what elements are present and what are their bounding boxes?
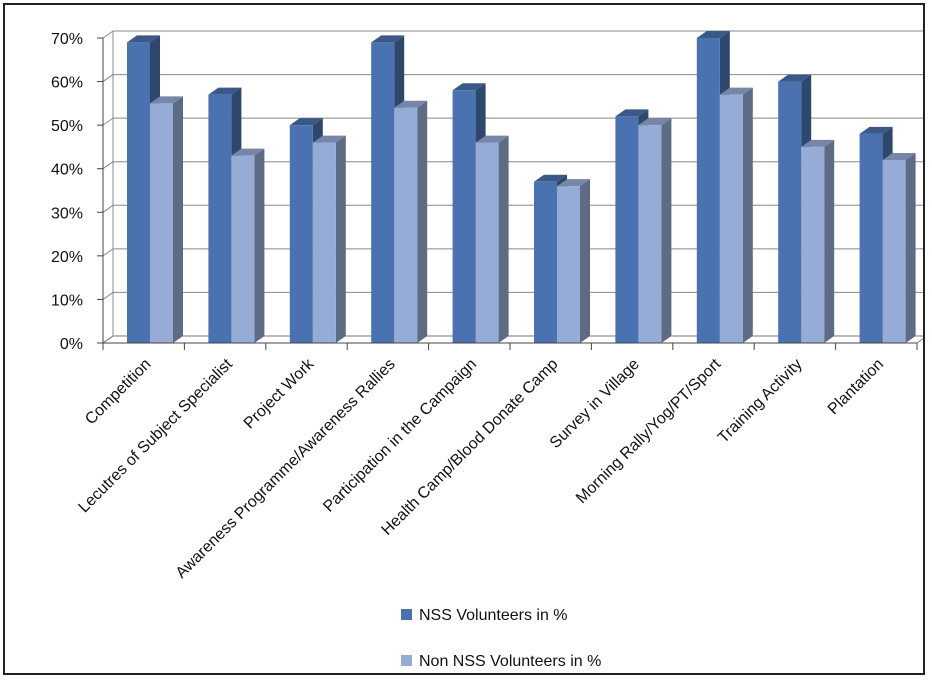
bar-top — [452, 83, 486, 91]
bar-top — [231, 148, 265, 156]
bar-non-nss-2 — [312, 135, 346, 343]
gridline-depth — [102, 204, 114, 213]
bar-top — [312, 135, 346, 143]
bar-side — [173, 96, 183, 343]
gridline-depth — [102, 292, 114, 300]
bar-front — [208, 94, 232, 344]
bar-side — [905, 153, 916, 343]
y-tick-label: 30% — [51, 205, 83, 222]
bar-front — [394, 107, 418, 343]
bar-front — [615, 116, 639, 343]
bar-top — [289, 118, 323, 126]
gridline-depth — [102, 30, 114, 39]
x-category-label: Training Activity — [715, 356, 806, 447]
bar-non-nss-7 — [719, 87, 753, 344]
bar-top — [638, 118, 672, 126]
bar-side — [417, 100, 428, 343]
bar-top — [801, 139, 835, 147]
bar-non-nss-1 — [231, 148, 265, 343]
bar-front — [452, 90, 476, 344]
y-tick-label: 10% — [51, 292, 83, 309]
bar-top — [475, 135, 509, 143]
bar-front — [801, 146, 825, 343]
gridline-depth — [102, 117, 114, 126]
bar-chart: 0% 10% 20% 30% 40% 50% 60% 70% CompetitionLecut… — [51, 30, 923, 670]
legend-label-nss: NSS Volunteers in % — [419, 607, 568, 624]
bar-front — [696, 38, 720, 343]
y-tick-label: 20% — [51, 249, 83, 266]
bar-top — [127, 35, 160, 43]
bar-side — [498, 135, 509, 343]
bar-non-nss-6 — [638, 118, 672, 344]
bar-front — [557, 186, 580, 343]
y-tick-label: 0% — [60, 336, 83, 353]
bar-non-nss-8 — [801, 139, 835, 343]
bar-side — [824, 139, 835, 343]
chart-frame: 0% 10% 20% 30% 40% 50% 60% 70% Competition Lecut… — [3, 3, 925, 675]
bar-side — [742, 87, 753, 344]
bar-top — [615, 109, 649, 117]
y-axis: 0% 10% 20% 30% 40% 50% 60% 70% — [51, 31, 104, 353]
bar-front — [778, 81, 802, 344]
bar-top — [882, 153, 916, 160]
x-category-label: Project Work — [241, 355, 318, 432]
bar-front — [371, 42, 395, 343]
bar-top — [371, 35, 405, 43]
x-category-label: Survey in Village — [547, 356, 643, 452]
bar-non-nss-4 — [475, 135, 509, 343]
bar-non-nss-9 — [882, 153, 916, 343]
bar-front — [859, 133, 883, 343]
bar-front — [312, 142, 336, 343]
y-tick-label: 70% — [51, 31, 83, 48]
bar-front — [289, 125, 313, 344]
bar-front — [150, 103, 173, 343]
bar-front — [127, 42, 150, 343]
x-category-label: Health Camp/Blood Donate Camp — [378, 356, 561, 539]
bar-top — [719, 87, 753, 95]
gridline-depth — [102, 248, 114, 257]
bars — [127, 31, 916, 344]
bar-front — [534, 181, 557, 343]
bar-non-nss-5 — [557, 179, 590, 343]
legend-swatch-non-nss — [401, 655, 412, 666]
gridline-depth — [102, 161, 114, 170]
legend-label-non-nss: Non NSS Volunteers in % — [419, 653, 601, 670]
bar-side — [335, 135, 346, 343]
bar-top — [778, 74, 812, 82]
bar-top — [557, 179, 590, 187]
bar-front — [719, 94, 743, 344]
legend-swatch-nss — [401, 609, 412, 620]
bar-side — [661, 118, 672, 344]
x-category-label: Competition — [82, 356, 154, 428]
y-tick-label: 60% — [51, 75, 83, 92]
bar-front — [882, 160, 906, 343]
x-category-label: Lecutres of Subject Specialist — [75, 355, 236, 516]
bar-front — [475, 142, 499, 343]
bar-top — [394, 100, 428, 108]
bar-side — [254, 148, 265, 343]
bar-top — [208, 87, 242, 95]
x-category-label: Plantation — [825, 356, 887, 418]
bar-top — [696, 31, 730, 38]
bar-top — [859, 126, 893, 134]
bar-top — [534, 174, 567, 182]
bar-front — [638, 125, 662, 344]
y-tick-label: 40% — [51, 162, 83, 179]
bar-non-nss-3 — [394, 100, 428, 343]
bar-side — [580, 179, 590, 343]
x-category-label: Morning Rally/Yog/PT/Sport — [573, 355, 725, 507]
legend: NSS Volunteers in % Non NSS Volunteers i… — [401, 607, 601, 670]
gridline-depth — [102, 74, 114, 82]
bar-top — [150, 96, 183, 104]
bar-non-nss-0 — [150, 96, 183, 343]
bar-front — [231, 155, 255, 343]
x-category-label: Participation in the Campaign — [320, 356, 480, 516]
y-tick-label: 50% — [51, 118, 83, 135]
